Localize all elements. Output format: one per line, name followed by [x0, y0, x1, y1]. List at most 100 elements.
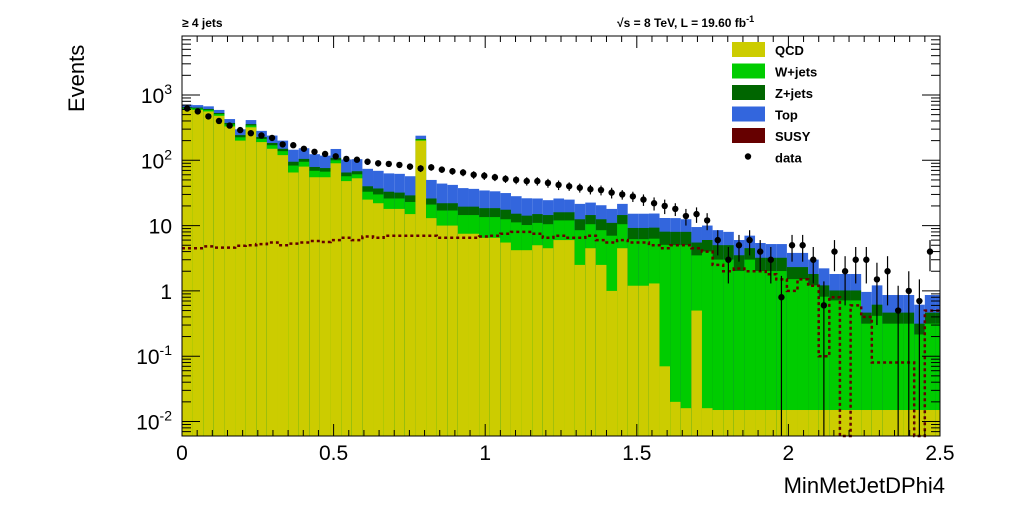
bar-w-jets-bin-46 — [670, 245, 681, 436]
data-point-30 — [502, 175, 509, 183]
bar-qcd-bin-31 — [510, 250, 522, 436]
legend-label-qcd: QCD — [775, 43, 804, 58]
bar-w-jets-bin-58 — [797, 279, 809, 436]
data-point-35 — [555, 181, 562, 189]
bar-qcd-bin-53 — [744, 410, 756, 436]
legend-marker-data — [744, 153, 752, 160]
bar-qcd-bin-23 — [426, 218, 437, 436]
x-tick-label: 1 — [479, 442, 491, 465]
bar-w-jets-bin-52 — [733, 271, 745, 436]
data-point-56 — [778, 294, 785, 301]
data-point-52 — [735, 242, 743, 249]
bar-w-jets-bin-47 — [680, 245, 692, 436]
bar-w-jets-bin-57 — [786, 279, 798, 436]
x-axis-label: MinMetJetDPhi4 — [784, 473, 945, 498]
bar-qcd-bin-48 — [691, 310, 702, 436]
data-point-58 — [799, 242, 806, 249]
bar-qcd-bin-25 — [447, 225, 458, 436]
sqrt-symbol: √ — [617, 16, 624, 30]
susy-step-line — [182, 230, 940, 438]
bar-qcd-bin-19 — [383, 208, 395, 436]
data-point-32 — [523, 177, 530, 185]
x-tick-label: 0.5 — [319, 442, 348, 465]
bar-qcd-bin-64 — [861, 410, 872, 436]
bar-qcd-bin-45 — [659, 366, 671, 436]
data-point-67 — [894, 307, 902, 314]
bar-w-jets-bin-62 — [839, 300, 851, 436]
legend-label-data: data — [775, 151, 803, 166]
data-point-19 — [385, 160, 392, 168]
bar-qcd-bin-40 — [606, 290, 618, 436]
data-point-2 — [205, 113, 212, 120]
title-right-sup: -1 — [746, 14, 754, 24]
bar-qcd-bin-58 — [797, 410, 809, 436]
data-point-3 — [215, 117, 223, 125]
y-axis-label: Events — [64, 45, 89, 112]
bar-qcd-bin-16 — [351, 178, 363, 436]
bar-qcd-bin-11 — [298, 166, 310, 436]
bar-qcd-bin-29 — [489, 237, 501, 436]
data-point-47 — [682, 212, 690, 220]
data-point-29 — [491, 174, 499, 181]
bar-qcd-bin-7 — [256, 142, 267, 436]
data-point-17 — [364, 158, 371, 165]
data-point-7 — [258, 132, 265, 139]
legend-label-w-jets: W+jets — [775, 65, 817, 80]
bar-qcd-bin-43 — [638, 285, 649, 436]
bar-qcd-bin-14 — [330, 163, 342, 436]
legend-label-z-jets: Z+jets — [775, 86, 813, 101]
bar-qcd-bin-71 — [935, 410, 940, 436]
data-point-0 — [183, 105, 191, 112]
y-tick-label: 1 — [160, 281, 172, 304]
bar-qcd-bin-4 — [224, 126, 236, 437]
bar-w-jets-bin-55 — [765, 271, 777, 436]
data-points-layer — [183, 105, 934, 436]
data-point-62 — [841, 268, 849, 275]
data-point-55 — [767, 256, 775, 263]
bar-qcd-bin-30 — [500, 242, 511, 436]
bar-qcd-bin-15 — [341, 181, 352, 436]
bar-qcd-bin-42 — [627, 285, 639, 436]
bar-qcd-bin-24 — [436, 225, 448, 436]
x-tick-label: 0 — [176, 442, 188, 465]
axis-ticks: 0 0.5 1 1.5 2 2.5 10-2 10-1 1 10 102 103 — [136, 35, 955, 465]
data-point-31 — [512, 176, 520, 184]
bar-qcd-bin-38 — [585, 248, 596, 436]
bar-w-jets-bin-70 — [924, 323, 936, 436]
bar-qcd-bin-18 — [373, 203, 384, 436]
bar-qcd-bin-10 — [288, 172, 299, 437]
data-point-45 — [661, 202, 668, 210]
data-point-16 — [353, 156, 361, 163]
data-point-39 — [597, 186, 605, 194]
data-point-33 — [534, 177, 541, 185]
bar-qcd-bin-5 — [235, 140, 246, 436]
bar-w-jets-bin-66 — [882, 323, 894, 436]
bar-qcd-bin-66 — [882, 410, 894, 436]
bar-qcd-bin-6 — [245, 127, 257, 436]
data-point-41 — [619, 191, 626, 198]
data-point-14 — [332, 153, 339, 160]
bar-w-jets-bin-63 — [850, 300, 862, 436]
data-point-37 — [576, 184, 583, 191]
data-point-68 — [905, 287, 912, 295]
data-point-5 — [237, 126, 244, 134]
bar-qcd-bin-33 — [532, 245, 543, 436]
data-point-1 — [194, 108, 201, 115]
data-point-12 — [311, 148, 318, 155]
title-right-main: s = 8 TeV, L = 19.60 fb — [624, 16, 747, 30]
data-point-65 — [873, 276, 881, 283]
data-point-21 — [406, 163, 414, 170]
data-point-11 — [300, 145, 308, 152]
bar-qcd-bin-41 — [617, 248, 628, 436]
data-point-8 — [268, 134, 276, 142]
bar-qcd-bin-17 — [362, 199, 374, 436]
data-point-22 — [417, 165, 424, 172]
data-point-15 — [343, 155, 350, 163]
data-point-64 — [863, 256, 870, 263]
y-tick-label: 10-1 — [136, 342, 172, 369]
bar-w-jets-bin-53 — [744, 259, 756, 436]
data-point-50 — [714, 236, 721, 244]
y-tick-label: 10-2 — [136, 408, 172, 435]
bar-w-jets-bin-71 — [935, 323, 940, 436]
bar-qcd-bin-61 — [829, 410, 840, 436]
